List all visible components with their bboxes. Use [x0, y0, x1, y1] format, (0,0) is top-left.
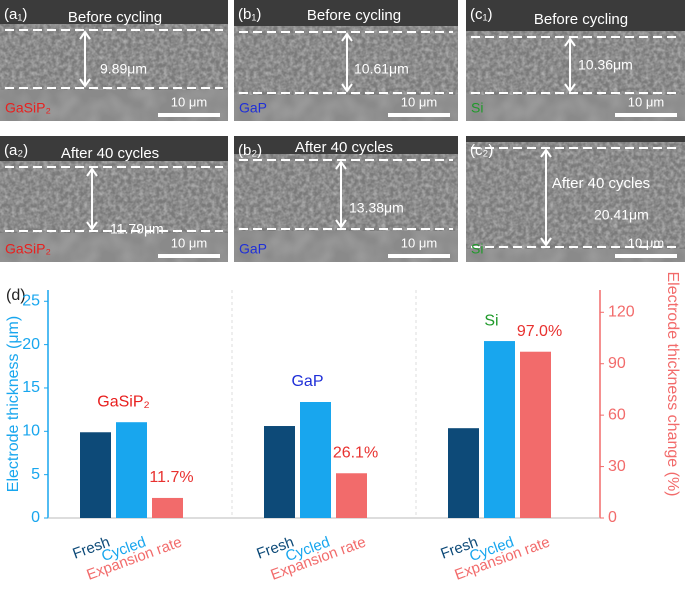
material-label: GaP: [239, 241, 267, 257]
sem-panel: (a₂) After 40 cycles 11.79μm GaSiP₂ 10 μm: [0, 136, 228, 262]
panel-caption: Before cycling: [68, 9, 162, 26]
top-region: [466, 0, 685, 31]
scale-bar: [388, 113, 450, 117]
panel-label: (a₁): [4, 6, 27, 23]
y-tick-label: 20: [22, 336, 40, 353]
arrow-head: [79, 30, 91, 88]
panel-label: (a₂): [4, 142, 28, 159]
category-label: GaP: [291, 373, 323, 390]
y2-tick-label: 90: [608, 355, 626, 372]
material-label: Si: [471, 100, 483, 116]
value-label: 11.7%: [149, 469, 193, 486]
thickness-label: 10.36μm: [578, 57, 633, 73]
scale-label: 10 μm: [171, 94, 207, 109]
arrow-head: [335, 160, 347, 229]
panel-caption: After 40 cycles: [295, 139, 393, 156]
y-tick-label: 15: [22, 379, 40, 396]
thickness-label: 11.79μm: [110, 221, 164, 237]
panel-label: (b₂): [238, 142, 262, 159]
panel-caption: Before cycling: [534, 11, 628, 28]
sem-panel: (c₂) After 40 cycles 20.41μm Si 10 μm: [466, 136, 685, 262]
scale-bar: [158, 113, 220, 117]
value-label: 97.0%: [517, 323, 562, 340]
bar: [152, 497, 183, 518]
category-label: GaSiP₂: [97, 393, 149, 410]
arrow-head: [564, 37, 576, 93]
panel-caption: Before cycling: [307, 7, 401, 24]
top-region: [234, 136, 458, 154]
scale-bar: [615, 113, 677, 117]
bar: [336, 473, 367, 518]
panel-label: (b₁): [238, 6, 261, 23]
substrate-texture: [466, 249, 685, 262]
arrow-head: [86, 167, 98, 231]
y2-tick-label: 120: [608, 304, 635, 321]
material-label: GaP: [239, 100, 267, 116]
thickness-label: 20.41μm: [594, 207, 649, 223]
sem-panel: (b₂) After 40 cycles 13.38μm GaP 10 μm: [234, 136, 458, 262]
panel-label: (c₂): [470, 142, 493, 159]
y2-tick-label: 30: [608, 458, 626, 475]
y-tick-label: 5: [31, 466, 40, 483]
y2-tick-label: 0: [608, 509, 617, 526]
y2-tick-label: 60: [608, 406, 626, 423]
bar: [520, 351, 551, 518]
top-region: [234, 0, 458, 26]
scale-label: 10 μm: [628, 235, 664, 250]
arrow-head: [341, 32, 353, 93]
material-label: Si: [471, 241, 483, 257]
material-label: GaSiP₂: [5, 241, 51, 257]
scale-bar: [615, 254, 677, 258]
thickness-label: 10.61μm: [354, 61, 409, 77]
arrow-head: [540, 148, 552, 247]
y2-axis-label: Electrode thickness change (%): [664, 272, 681, 497]
chart-title: (d): [6, 287, 26, 304]
bar: [448, 428, 479, 518]
y-tick-label: 10: [22, 423, 40, 440]
panel-caption: After 40 cycles: [61, 145, 159, 162]
panel-caption: After 40 cycles: [552, 175, 650, 192]
top-region: [466, 136, 685, 142]
bar: [116, 422, 147, 518]
scale-label: 10 μm: [401, 235, 437, 250]
sem-panel: (c₁) Before cycling 10.36μm Si 10 μm: [466, 0, 685, 121]
scale-bar: [158, 254, 220, 258]
panel-label: (c₁): [470, 6, 493, 23]
bar: [264, 426, 295, 518]
sem-panel: (b₁) Before cycling 10.61μm GaP 10 μm: [234, 0, 458, 121]
bar: [80, 432, 111, 518]
film-texture: [0, 24, 228, 90]
film-texture: [0, 161, 228, 233]
bar: [484, 341, 515, 518]
thickness-label: 13.38μm: [349, 200, 404, 216]
film-texture: [466, 31, 685, 95]
y-axis-label: Electrode thickness (μm): [5, 316, 22, 492]
sem-panel: (a₁) Before cycling 9.89μm GaSiP₂ 10 μm: [0, 0, 228, 121]
material-label: GaSiP₂: [5, 100, 51, 116]
scale-label: 10 μm: [628, 94, 664, 109]
top-region: [0, 136, 228, 161]
category-label: Si: [484, 312, 498, 329]
scale-label: 10 μm: [171, 235, 207, 250]
thickness-label: 9.89μm: [100, 61, 147, 77]
y-tick-label: 25: [22, 292, 40, 309]
scale-bar: [388, 254, 450, 258]
value-label: 26.1%: [333, 444, 378, 461]
film-texture: [466, 142, 685, 249]
scale-label: 10 μm: [401, 94, 437, 109]
y-tick-label: 0: [31, 509, 40, 526]
film-texture: [234, 154, 458, 231]
top-region: [0, 0, 228, 24]
bar: [300, 402, 331, 518]
